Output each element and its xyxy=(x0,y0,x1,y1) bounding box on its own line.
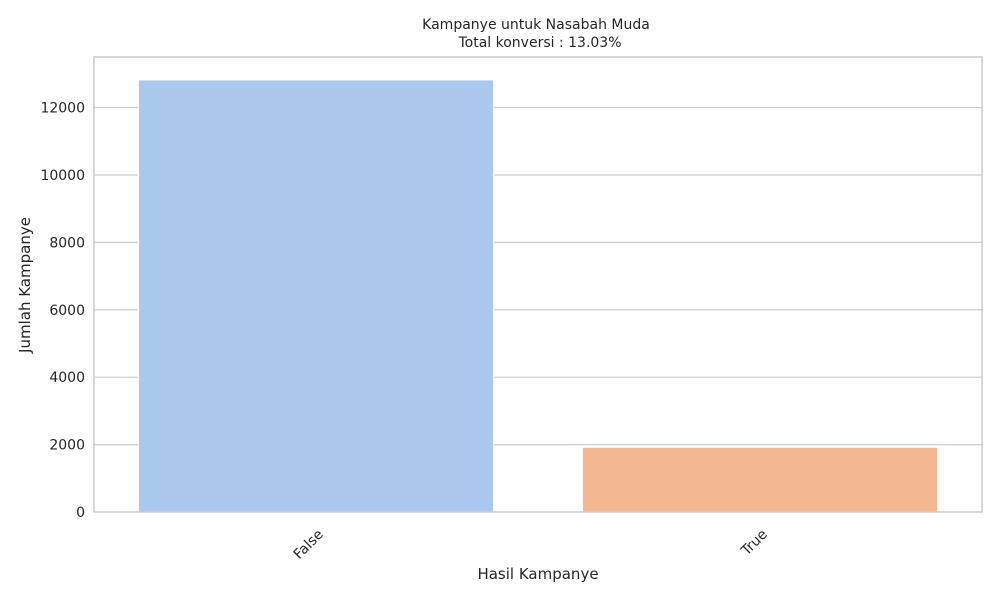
x-tick-labels: False True xyxy=(291,527,771,563)
y-tick-label: 12000 xyxy=(40,101,85,117)
y-tick-label: 6000 xyxy=(49,303,85,319)
bar-false xyxy=(137,79,495,513)
bar-true xyxy=(581,446,939,513)
y-tick-label: 10000 xyxy=(40,168,85,184)
x-tick-label: True xyxy=(738,527,771,560)
chart-subtitle: Total konversi : 13.03% xyxy=(457,35,621,51)
y-tick-label: 4000 xyxy=(49,370,85,386)
x-tick-label: False xyxy=(291,527,327,563)
y-tick-labels: 0 2000 4000 6000 8000 10000 12000 xyxy=(40,101,85,521)
chart-title: Kampanye untuk Nasabah Muda xyxy=(422,17,650,33)
bars xyxy=(137,79,939,513)
y-tick-label: 0 xyxy=(76,505,85,521)
y-tick-label: 2000 xyxy=(49,438,85,454)
x-axis-label: Hasil Kampanye xyxy=(477,565,598,583)
plot-frame xyxy=(93,56,983,513)
y-axis-label: Jumlah Kampanye xyxy=(16,217,34,354)
y-tick-label: 8000 xyxy=(49,235,85,251)
